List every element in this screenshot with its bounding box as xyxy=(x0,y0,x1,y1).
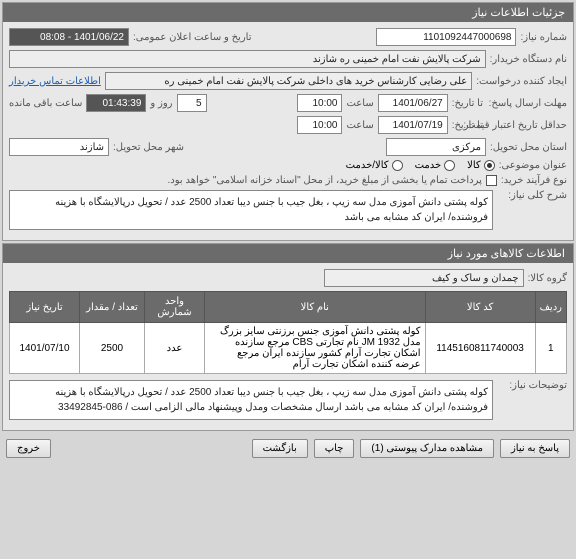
exit-button[interactable]: خروج xyxy=(6,439,51,458)
remaining-days-field: 5 xyxy=(177,94,207,112)
col-code: کد کالا xyxy=(425,292,535,323)
radio-both[interactable]: کالا/خدمت xyxy=(346,160,403,171)
remaining-days-label: روز و xyxy=(150,98,172,109)
cell-name: کوله پشتی دانش آموزی جنس برزنتی سایز بزر… xyxy=(205,323,426,374)
process-checkbox[interactable] xyxy=(486,175,497,186)
province-label: استان محل تحویل: xyxy=(490,142,567,153)
city-label: شهر محل تحویل: xyxy=(113,142,184,153)
subject-label: عنوان موضوعی: xyxy=(499,160,567,171)
table-row[interactable]: 1 1145160811740003 کوله پشتی دانش آموزی … xyxy=(10,323,567,374)
back-button[interactable]: بازگشت xyxy=(252,439,308,458)
panel1-header: جزئیات اطلاعات نیاز xyxy=(3,3,573,22)
radio-service-label: خدمت xyxy=(415,160,442,171)
province-field: مرکزی xyxy=(386,138,486,156)
group-label: گروه کالا: xyxy=(528,273,567,284)
buyer-field: شرکت پالایش نفت امام خمینی ره شازند xyxy=(9,50,486,68)
remaining-time-field: 01:43:39 xyxy=(86,94,146,112)
validity-time-field: 10:00 xyxy=(297,116,342,134)
cell-code: 1145160811740003 xyxy=(425,323,535,374)
goods-info-panel: اطلاعات کالاهای مورد نیاز گروه کالا: چمد… xyxy=(2,243,574,431)
validity-date-field: 1401/07/19 xyxy=(378,116,448,134)
requester-field: علی رضایی کارشناس خرید های داخلی شرکت پا… xyxy=(105,72,472,90)
remaining-label: ساعت باقی مانده xyxy=(9,98,82,109)
desc-box: کوله پشتی دانش آموزی مدل سه زیپ ، بغل جی… xyxy=(9,190,493,230)
radio-service[interactable]: خدمت xyxy=(415,160,456,171)
cell-idx: 1 xyxy=(535,323,566,374)
subject-radio-group: کالا خدمت کالا/خدمت xyxy=(346,160,495,171)
cell-unit: عدد xyxy=(145,323,205,374)
need-number-label: شماره نیاز: xyxy=(520,32,567,43)
deadline-time-label: ساعت xyxy=(346,98,373,109)
group-field: چمدان و ساک و کیف xyxy=(324,269,524,287)
validity-date-label: تا تاریخ: xyxy=(452,120,483,131)
announce-label: تاریخ و ساعت اعلان عمومی: xyxy=(133,32,252,43)
col-date: تاریخ نیاز xyxy=(10,292,80,323)
need-number-field: 1101092447000698 xyxy=(376,28,516,46)
radio-goods[interactable]: کالا xyxy=(467,160,495,171)
col-name: نام کالا xyxy=(205,292,426,323)
validity-time-label: ساعت xyxy=(346,120,373,131)
radio-both-dot xyxy=(392,160,403,171)
deadline-date-label: تا تاریخ: xyxy=(452,98,483,109)
process-option-label: پرداخت تمام یا بخشی از مبلغ خرید، از محل… xyxy=(9,175,482,186)
panel2-header: اطلاعات کالاهای مورد نیاز xyxy=(3,244,573,263)
deadline-time-field: 10:00 xyxy=(297,94,342,112)
notes-box: کوله پشتی دانش آموزی مدل سه زیپ ، بغل جی… xyxy=(9,380,493,420)
cell-date: 1401/07/10 xyxy=(10,323,80,374)
print-button[interactable]: چاپ xyxy=(314,439,355,458)
deadline-date-field: 1401/06/27 xyxy=(378,94,448,112)
city-field: شازند xyxy=(9,138,109,156)
cell-qty: 2500 xyxy=(80,323,145,374)
radio-goods-dot xyxy=(484,160,495,171)
process-label: نوع فرآیند خرید: xyxy=(501,175,567,186)
contact-link[interactable]: اطلاعات تماس خریدار xyxy=(9,76,101,87)
goods-table: ردیف کد کالا نام کالا واحد شمارش تعداد /… xyxy=(9,291,567,374)
deadline-label: مهلت ارسال پاسخ: xyxy=(487,98,567,109)
buyer-label: نام دستگاه خریدار: xyxy=(490,54,567,65)
requester-label: ایجاد کننده درخواست: xyxy=(476,76,567,87)
need-details-panel: جزئیات اطلاعات نیاز شماره نیاز: 11010924… xyxy=(2,2,574,241)
notes-label: توضیحات نیاز: xyxy=(497,380,567,391)
announce-field: 1401/06/22 - 08:08 xyxy=(9,28,129,46)
col-qty: تعداد / مقدار xyxy=(80,292,145,323)
attachments-button[interactable]: مشاهده مدارک پیوستی (1) xyxy=(360,439,494,458)
action-bar: پاسخ به نیاز مشاهده مدارک پیوستی (1) چاپ… xyxy=(0,433,576,464)
reply-button[interactable]: پاسخ به نیاز xyxy=(500,439,570,458)
radio-service-dot xyxy=(444,160,455,171)
validity-label: حداقل تاریخ اعتبار قیمت: xyxy=(487,120,567,131)
radio-both-label: کالا/خدمت xyxy=(346,160,389,171)
radio-goods-label: کالا xyxy=(467,160,481,171)
col-row: ردیف xyxy=(535,292,566,323)
desc-label: شرح کلی نیاز: xyxy=(497,190,567,201)
col-unit: واحد شمارش xyxy=(145,292,205,323)
